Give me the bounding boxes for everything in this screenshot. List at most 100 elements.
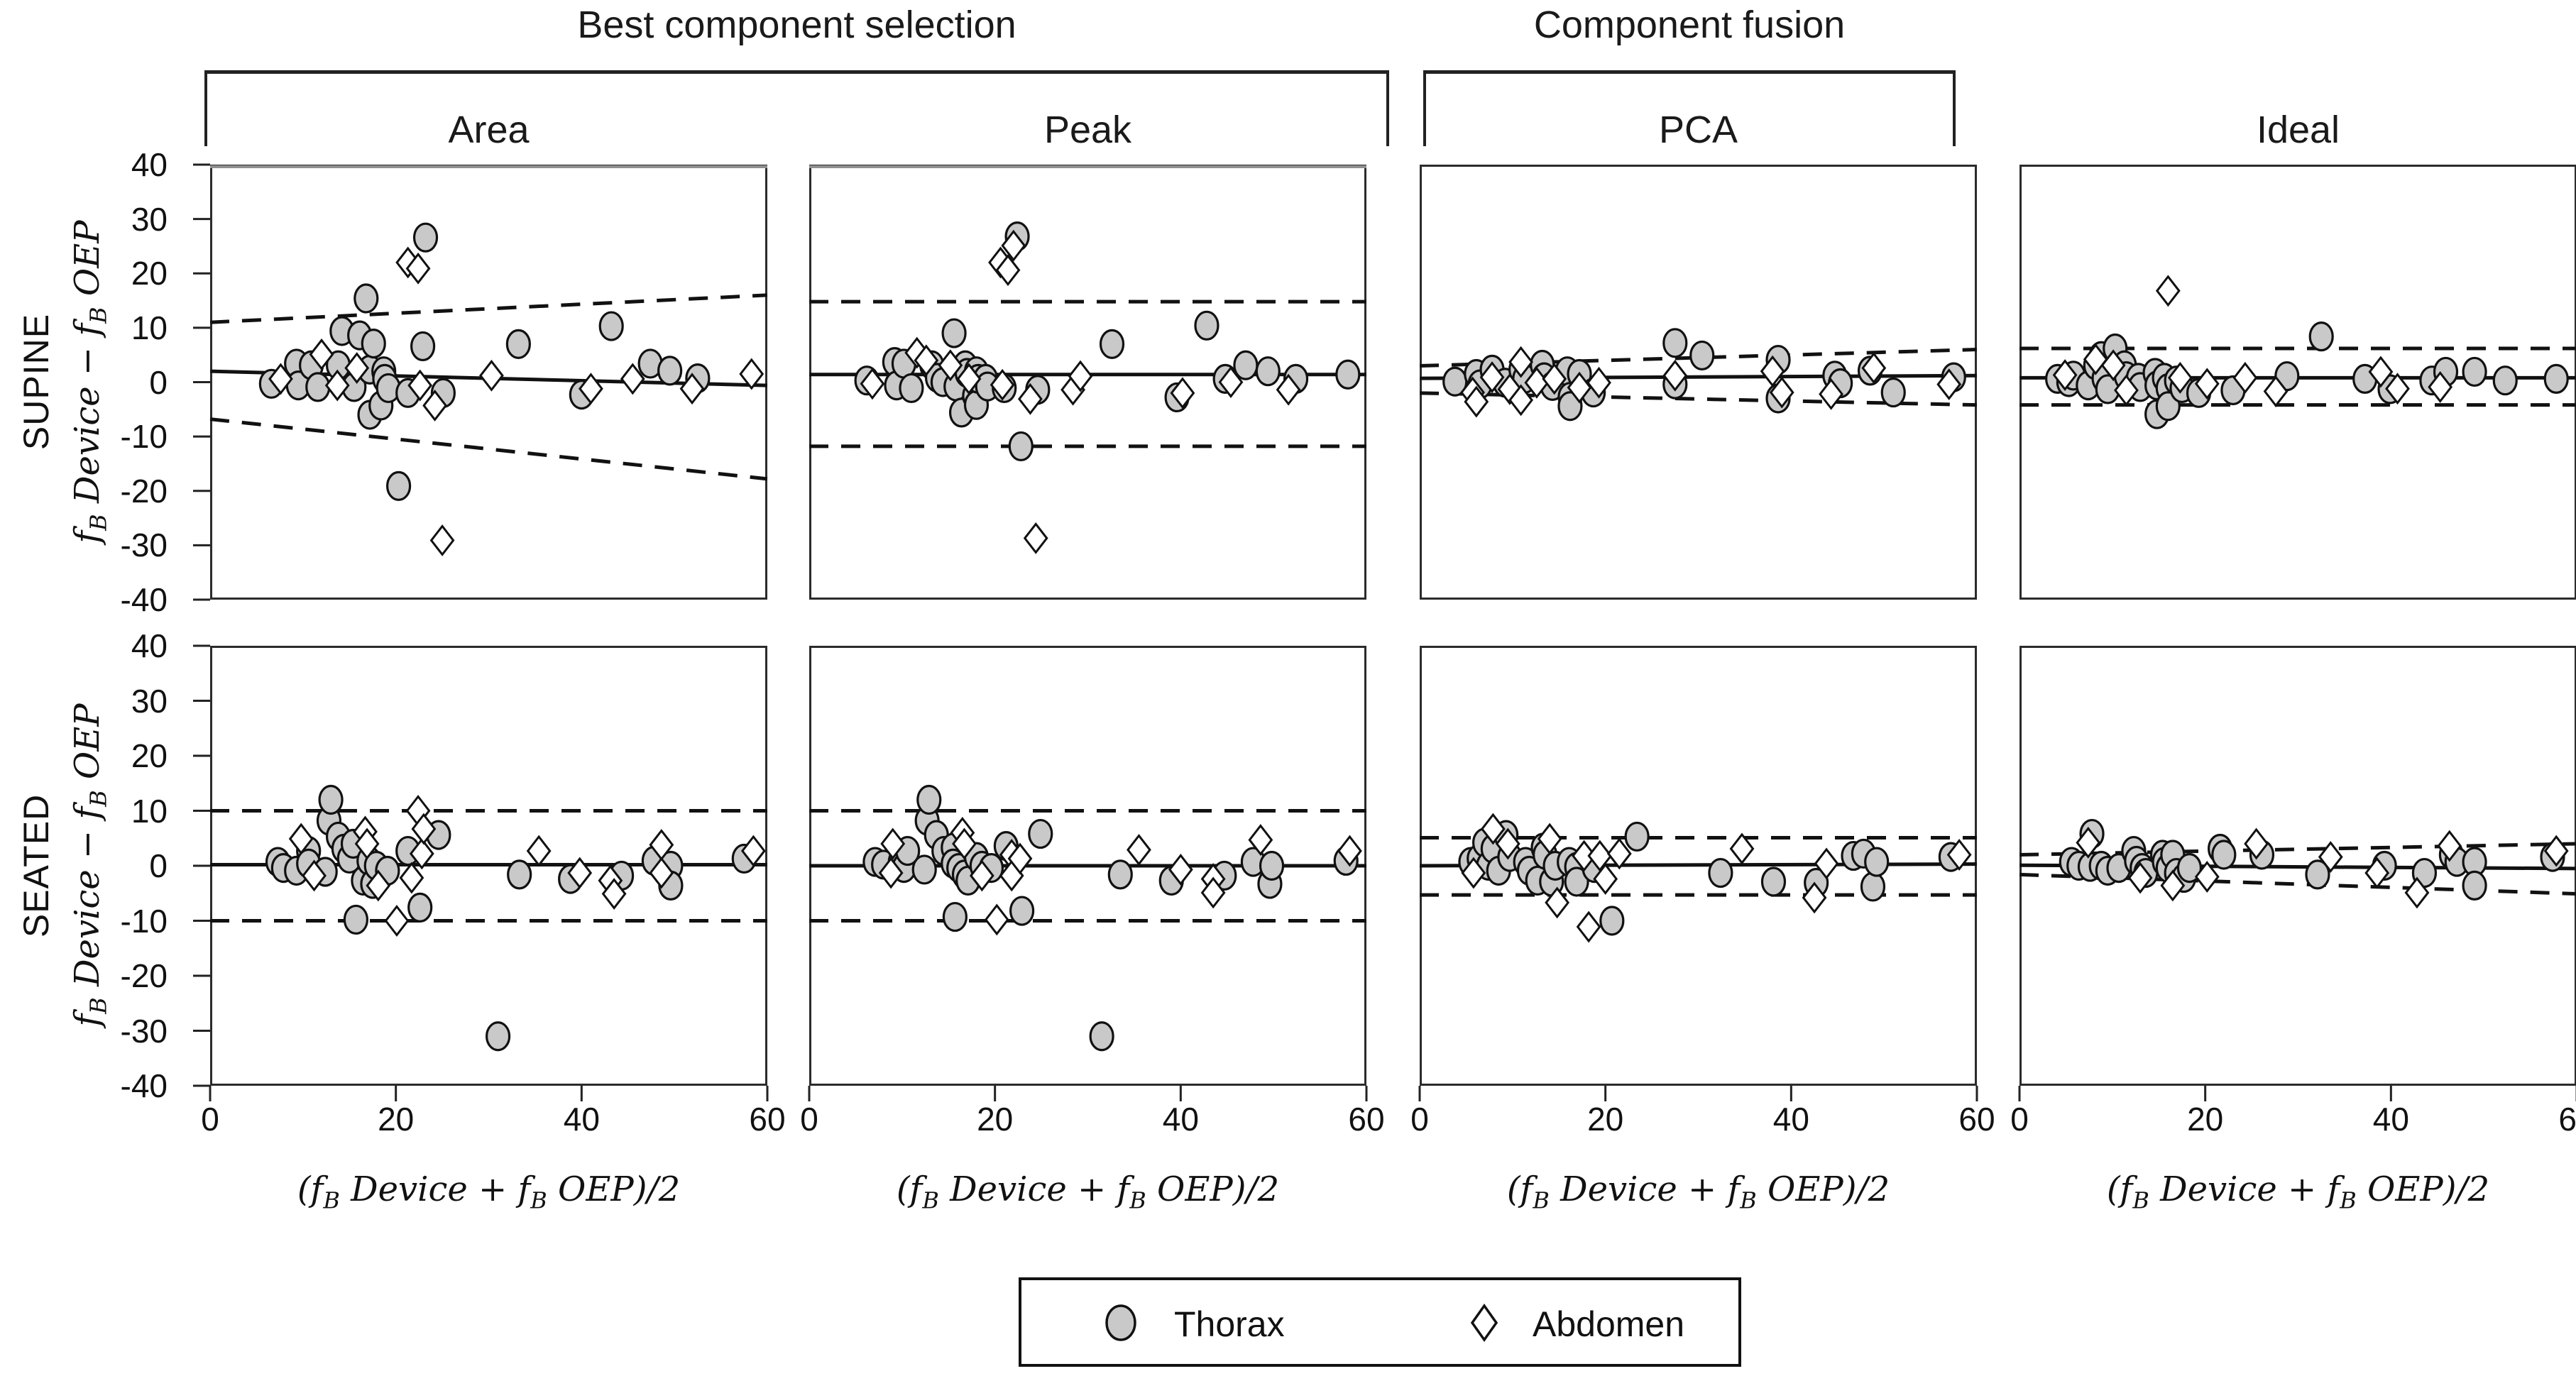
- thorax-point: [485, 1021, 511, 1052]
- abdomen-point: [1946, 839, 1972, 871]
- legend-label-abdomen: Abdomen: [1533, 1304, 1685, 1344]
- abdomen-point: [1508, 346, 1534, 378]
- abdomen-point: [1127, 834, 1151, 866]
- x-axis-label: (fB Device + fB OEP)/2: [896, 1169, 1280, 1214]
- x-tick-label: 40: [1772, 1101, 1809, 1138]
- abdomen-point: [384, 905, 410, 937]
- thorax-point: [916, 784, 942, 815]
- abdomen-point: [878, 857, 904, 889]
- thorax-point: [1335, 359, 1361, 390]
- thorax-point: [1662, 328, 1688, 358]
- abdomen-point: [1508, 384, 1534, 417]
- abdomen-point: [1606, 837, 1632, 870]
- panel-seated-pca: [1418, 646, 1978, 1101]
- thorax-point: [911, 854, 937, 885]
- x-tick-label: 0: [2010, 1101, 2029, 1138]
- abdomen-point: [2076, 827, 2101, 859]
- abdomen-point: [601, 878, 627, 910]
- abdomen-point: [1479, 361, 1505, 394]
- abdomen-point: [1464, 385, 1489, 418]
- thorax-point: [1028, 818, 1053, 849]
- x-tick-label: 0: [800, 1101, 818, 1138]
- thorax-point: [1689, 340, 1715, 371]
- abdomen-point: [2437, 830, 2462, 862]
- y-tick-label: 40: [131, 627, 168, 664]
- group-title-component-fusion: Component fusion: [1533, 4, 1846, 46]
- y-tick-label: 30: [131, 682, 168, 720]
- x-tick-label: 20: [977, 1101, 1014, 1138]
- thorax-point: [1099, 329, 1125, 359]
- abdomen-point: [679, 373, 705, 405]
- thorax-circle-icon: [1105, 1304, 1136, 1341]
- y-tick-label: -40: [120, 1067, 168, 1104]
- column-label-peak: Peak: [1043, 109, 1132, 151]
- abdomen-point: [1760, 355, 1785, 387]
- thorax-point: [1107, 859, 1133, 890]
- abdomen-point: [1542, 363, 1567, 395]
- abdomen-point: [1936, 368, 1962, 401]
- abdomen-point: [2263, 375, 2289, 407]
- thorax-point: [1089, 1021, 1114, 1052]
- row-label-seated: SEATED: [16, 793, 56, 938]
- x-tick-label: 20: [2187, 1101, 2224, 1138]
- thorax-point: [1557, 391, 1583, 422]
- thorax-point: [305, 372, 331, 402]
- abdomen-point: [1819, 378, 1843, 410]
- thorax-point: [1255, 356, 1281, 387]
- panel-supine-ideal: [2019, 165, 2576, 600]
- abdomen-point: [422, 390, 448, 422]
- x-tick-label: 20: [378, 1101, 415, 1138]
- abdomen-point: [1337, 835, 1362, 867]
- abdomen-point: [2244, 827, 2269, 860]
- thorax-point: [1564, 866, 1589, 897]
- column-label-ideal: Ideal: [2256, 109, 2340, 151]
- abdomen-point: [1276, 373, 1301, 406]
- thorax-point: [2462, 356, 2487, 387]
- abdomen-point: [2155, 275, 2181, 307]
- thorax-point: [1233, 350, 1259, 380]
- legend: Thorax Abdomen: [1019, 1277, 1741, 1367]
- row-label-supine: SUPINE: [16, 313, 56, 451]
- abdomen-point: [2318, 841, 2343, 874]
- column-label-area: Area: [448, 109, 530, 151]
- y-tick-label: 10: [131, 309, 168, 346]
- abdomen-point: [952, 827, 977, 860]
- panel-supine-area: [193, 163, 768, 601]
- abdomen-point: [579, 373, 603, 405]
- x-tick-label: 0: [201, 1101, 219, 1138]
- abdomen-point: [2194, 861, 2220, 893]
- thorax-point: [1259, 850, 1285, 881]
- thorax-point: [1708, 857, 1733, 888]
- panel-seated-area: [193, 644, 769, 1101]
- y-tick-label: 30: [131, 200, 168, 238]
- abdomen-point: [479, 359, 504, 392]
- abdomen-point: [984, 903, 1009, 936]
- abdomen-point: [1861, 352, 1887, 385]
- abdomen-point: [2167, 361, 2193, 394]
- legend-label-thorax: Thorax: [1174, 1304, 1285, 1344]
- abdomen-point: [995, 254, 1021, 287]
- abdomen-point: [740, 835, 766, 867]
- abdomen-point: [1218, 366, 1244, 398]
- x-tick-label: 60: [2558, 1101, 2576, 1138]
- y-tick-label: -20: [120, 472, 168, 510]
- x-tick-label: 60: [749, 1101, 786, 1138]
- thorax-point: [657, 356, 683, 386]
- thorax-point: [1599, 906, 1625, 936]
- abdomen-point: [860, 368, 885, 400]
- x-tick-label: 40: [563, 1101, 600, 1138]
- abdomen-point: [411, 813, 437, 845]
- abdomen-point: [1802, 881, 1827, 914]
- abdomen-point: [309, 338, 334, 370]
- abdomen-point: [914, 344, 939, 377]
- y-tick-label: -30: [120, 527, 168, 564]
- abdomen-point: [2368, 356, 2394, 388]
- abdomen-point: [1168, 853, 1193, 886]
- abdomen-point: [1586, 366, 1611, 399]
- abdomen-point: [1017, 382, 1043, 415]
- abdomen-point: [2404, 876, 2430, 909]
- abdomen-point: [344, 352, 370, 385]
- thorax-point: [942, 901, 968, 932]
- abdomen-point: [567, 857, 593, 889]
